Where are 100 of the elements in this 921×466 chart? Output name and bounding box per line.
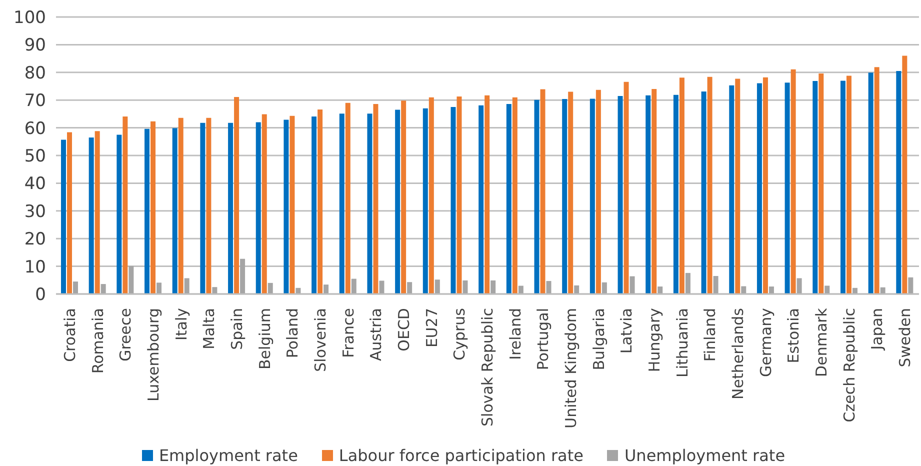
x-tick-label: Croatia <box>60 308 79 362</box>
x-tick-label: Belgium <box>256 308 274 370</box>
y-tick-label: 10 <box>24 257 46 278</box>
bar <box>574 285 580 294</box>
x-tick-label: Luxembourg <box>144 308 162 402</box>
bar <box>824 286 830 294</box>
bar <box>679 78 684 294</box>
bar <box>178 118 184 294</box>
y-tick-label: 90 <box>24 36 46 56</box>
x-tick-label: Italy <box>172 308 190 341</box>
bar <box>902 56 908 294</box>
bar <box>673 94 678 294</box>
x-tick-label: Lithuania <box>673 308 692 378</box>
y-tick-label: 40 <box>24 174 46 194</box>
bar <box>324 284 329 294</box>
bar <box>908 277 914 294</box>
bar <box>762 77 768 294</box>
bar <box>707 76 712 294</box>
bar <box>784 82 790 294</box>
bar <box>212 287 218 294</box>
bar <box>422 108 428 294</box>
bar <box>490 280 496 294</box>
bar <box>67 132 72 294</box>
bar <box>150 121 156 294</box>
bar <box>818 74 824 294</box>
bar <box>240 258 246 294</box>
bar <box>116 134 122 294</box>
x-tick-label: Poland <box>284 308 302 358</box>
bar <box>100 284 106 294</box>
x-tick-label: Sweden <box>896 308 914 368</box>
y-tick-label: 50 <box>24 146 46 167</box>
bar <box>840 80 846 294</box>
x-tick-label: Finland <box>701 308 720 362</box>
bar <box>184 278 190 294</box>
bar <box>73 282 78 294</box>
y-tick-label: 0 <box>35 285 46 306</box>
bar <box>367 114 372 294</box>
bar <box>312 116 317 294</box>
bar <box>546 280 552 294</box>
bar <box>701 92 706 294</box>
bar <box>401 100 406 294</box>
bar <box>658 286 663 294</box>
x-tick-label: United Kingdom <box>562 308 580 428</box>
bar <box>534 100 540 294</box>
bar <box>434 280 440 294</box>
bar <box>172 128 178 294</box>
x-tick-label: Slovenia <box>311 308 330 372</box>
y-tick-label: 60 <box>24 118 46 139</box>
x-tick-label: Cyprus <box>450 308 469 360</box>
bar <box>618 96 623 294</box>
y-tick-label: 30 <box>24 202 46 222</box>
bar <box>756 83 762 294</box>
bar <box>379 280 384 294</box>
bar <box>462 280 468 294</box>
legend-label: Labour force participation rate <box>338 446 584 464</box>
x-tick-label: Spain <box>228 308 246 350</box>
bar <box>156 282 162 294</box>
x-tick-label: Denmark <box>812 308 831 377</box>
bar <box>407 282 412 294</box>
bar <box>646 95 651 294</box>
bar <box>318 110 323 294</box>
bar <box>796 278 802 294</box>
bar <box>200 122 206 294</box>
bar <box>735 78 740 294</box>
bar <box>790 69 796 294</box>
bar <box>741 286 746 294</box>
bar <box>624 82 629 294</box>
bar <box>484 95 490 294</box>
bar <box>144 128 150 294</box>
x-tick-label: Netherlands <box>729 308 748 400</box>
x-tick-label: France <box>339 308 358 358</box>
bar <box>284 120 289 294</box>
bar <box>846 76 852 294</box>
bar <box>506 104 512 294</box>
bar <box>94 131 100 294</box>
x-tick-label: Slovak Republic <box>478 308 496 426</box>
bar <box>602 282 607 294</box>
bar <box>428 97 434 294</box>
x-tick-label: Hungary <box>646 308 664 372</box>
bar <box>395 110 400 294</box>
bar <box>562 98 568 294</box>
bar <box>768 286 774 294</box>
bar <box>713 276 718 294</box>
bar <box>812 80 818 294</box>
x-tick-label: Austria <box>367 308 386 361</box>
bar <box>351 278 356 294</box>
x-tick-label: Germany <box>756 308 775 377</box>
bar <box>729 85 734 294</box>
bar <box>61 140 66 294</box>
x-tick-label: OECD <box>394 308 413 352</box>
bar <box>128 266 134 294</box>
x-tick-label: Ireland <box>506 308 524 360</box>
y-tick-label: 80 <box>24 63 46 84</box>
x-tick-label: Bulgaria <box>590 308 608 370</box>
x-tick-label: Malta <box>200 308 218 350</box>
bar <box>256 122 261 294</box>
bar <box>868 72 874 294</box>
y-tick-label: 100 <box>14 8 46 28</box>
bar <box>880 287 886 294</box>
x-tick-label: Czech Republic <box>840 308 858 422</box>
